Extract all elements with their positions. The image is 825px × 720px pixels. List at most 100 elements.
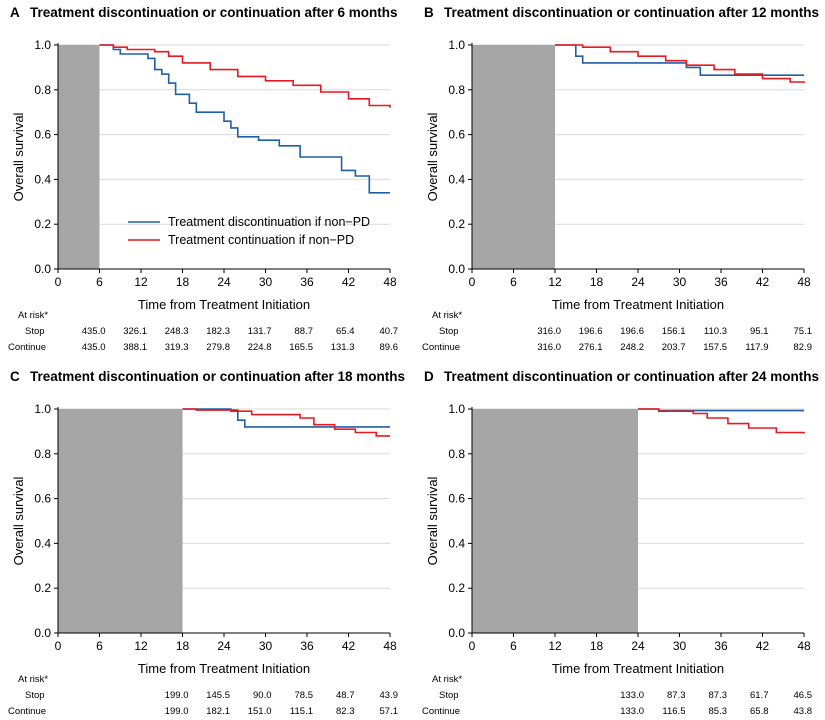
x-tick-label: 36	[300, 639, 314, 653]
at-risk-value: 48.7	[336, 690, 355, 701]
x-tick-label: 30	[673, 639, 687, 653]
y-tick-label: 0.8	[34, 447, 51, 461]
x-tick-label: 36	[714, 639, 728, 653]
y-tick-label: 0.6	[448, 128, 465, 142]
panel-letter: C	[10, 369, 20, 384]
y-tick-label: 0.2	[448, 581, 465, 595]
at-risk-value: 131.3	[331, 342, 355, 353]
at-risk-label: At risk*	[432, 310, 462, 321]
y-axis-label: Overall survival	[425, 476, 440, 565]
at-risk-label: At risk*	[432, 674, 462, 685]
x-tick-label: 6	[96, 275, 103, 289]
x-axis-label: Time from Treatment Initiation	[138, 661, 310, 676]
at-risk-value: 145.5	[206, 690, 230, 701]
x-tick-label: 30	[673, 275, 687, 289]
at-risk-row-label: Continue	[422, 706, 460, 717]
y-tick-label: 0.0	[34, 262, 51, 276]
at-risk-value: 435.0	[82, 342, 106, 353]
x-tick-label: 6	[510, 275, 517, 289]
at-risk-value: 90.0	[253, 690, 272, 701]
at-risk-value: 316.0	[537, 342, 561, 353]
at-risk-value: 316.0	[537, 326, 561, 337]
at-risk-value: 75.1	[794, 326, 813, 337]
y-tick-label: 1.0	[34, 402, 51, 416]
x-tick-label: 12	[548, 639, 562, 653]
at-risk-value: 199.0	[165, 706, 189, 717]
at-risk-value: 43.9	[380, 690, 399, 701]
y-tick-label: 0.0	[448, 626, 465, 640]
at-risk-value: 110.3	[704, 326, 727, 337]
y-tick-label: 0.8	[448, 83, 465, 97]
at-risk-value: 85.3	[709, 706, 728, 717]
y-tick-label: 0.0	[34, 626, 51, 640]
at-risk-value: 116.5	[662, 706, 685, 717]
x-tick-label: 24	[631, 275, 645, 289]
at-risk-value: 203.7	[662, 342, 686, 353]
at-risk-value: 196.6	[579, 326, 603, 337]
at-risk-value: 276.1	[579, 342, 603, 353]
series-line-discontinue	[182, 408, 390, 428]
at-risk-row-label: Continue	[8, 706, 46, 717]
at-risk-row-label: Stop	[439, 690, 459, 701]
at-risk-value: 326.1	[123, 326, 147, 337]
at-risk-value: 65.4	[336, 326, 355, 337]
panel-letter: D	[424, 369, 434, 384]
at-risk-value: 388.1	[123, 342, 147, 353]
y-tick-label: 0.4	[448, 536, 465, 550]
y-tick-label: 0.2	[34, 581, 51, 595]
x-tick-label: 48	[383, 639, 397, 653]
panel-letter: B	[424, 5, 434, 20]
y-axis-label: Overall survival	[11, 112, 26, 201]
x-tick-label: 30	[259, 275, 273, 289]
x-tick-label: 0	[469, 639, 476, 653]
x-tick-label: 30	[259, 639, 273, 653]
at-risk-value: 151.0	[248, 706, 272, 717]
legend-label-discontinue: Treatment discontinuation if non−PD	[168, 215, 370, 229]
at-risk-value: 133.0	[620, 706, 644, 717]
y-tick-label: 0.6	[34, 128, 51, 142]
at-risk-value: 88.7	[295, 326, 314, 337]
chart-title: Treatment discontinuation or continuatio…	[444, 5, 819, 20]
x-axis-label: Time from Treatment Initiation	[552, 661, 724, 676]
x-tick-label: 48	[797, 275, 811, 289]
x-tick-label: 6	[510, 639, 517, 653]
chart-panel-c: C Treatment discontinuation or continuati…	[8, 369, 405, 717]
at-risk-row-label: Stop	[439, 326, 459, 337]
x-tick-label: 12	[134, 639, 148, 653]
x-tick-label: 36	[300, 275, 314, 289]
at-risk-value: 248.3	[165, 326, 189, 337]
x-tick-label: 48	[383, 275, 397, 289]
x-tick-label: 24	[217, 275, 231, 289]
at-risk-value: 82.9	[794, 342, 813, 353]
at-risk-value: 46.5	[794, 690, 813, 701]
x-tick-label: 0	[469, 275, 476, 289]
at-risk-row-label: Stop	[25, 690, 45, 701]
y-tick-label: 0.4	[34, 172, 51, 186]
landmark-shade	[472, 409, 638, 633]
x-tick-label: 36	[714, 275, 728, 289]
chart-panel-b: B Treatment discontinuation or continuati…	[422, 5, 819, 353]
at-risk-value: 248.2	[620, 342, 644, 353]
x-tick-label: 12	[548, 275, 562, 289]
x-tick-label: 18	[590, 639, 604, 653]
at-risk-value: 182.3	[206, 326, 230, 337]
at-risk-value: 95.1	[750, 326, 769, 337]
y-tick-label: 1.0	[448, 38, 465, 52]
y-axis-label: Overall survival	[11, 476, 26, 565]
chart-title: Treatment discontinuation or continuatio…	[30, 5, 398, 20]
y-tick-label: 0.8	[448, 447, 465, 461]
chart-panel-a: A Treatment discontinuation or continuati…	[8, 5, 398, 353]
y-tick-label: 1.0	[448, 402, 465, 416]
at-risk-value: 133.0	[620, 690, 644, 701]
at-risk-row-label: Continue	[422, 342, 460, 353]
landmark-shade	[472, 45, 555, 269]
at-risk-row-label: Continue	[8, 342, 46, 353]
landmark-shade	[58, 409, 183, 633]
x-tick-label: 18	[590, 275, 604, 289]
at-risk-value: 182.1	[206, 706, 230, 717]
x-tick-label: 0	[55, 275, 62, 289]
at-risk-value: 117.9	[745, 342, 768, 353]
y-tick-label: 0.6	[448, 492, 465, 506]
y-tick-label: 0.2	[448, 217, 465, 231]
x-tick-label: 42	[342, 639, 356, 653]
